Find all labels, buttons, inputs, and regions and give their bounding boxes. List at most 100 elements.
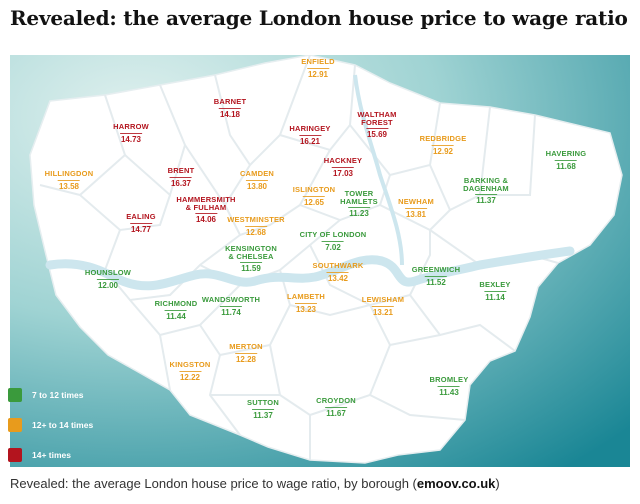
borough-name: HARINGEY [289,124,331,133]
borough-name: WESTMINSTER [227,215,285,224]
value-underline [303,195,325,197]
borough-ratio: 11.44 [166,311,186,321]
value-underline [218,107,241,109]
value-underline [332,166,354,168]
value-underline [195,213,217,214]
value-underline [306,67,329,69]
borough-name: SUTTON [247,398,279,407]
river-lea [353,74,404,266]
borough-name: BRENT [167,166,195,175]
value-underline [327,271,349,273]
borough-ratio: 16.37 [170,178,192,188]
value-underline [484,290,506,292]
caption-close: ) [495,476,500,491]
caption: Revealed: the average London house price… [10,476,500,491]
borough-label: ENFIELD 12.91 [301,58,334,79]
borough-ratio: 11.43 [439,387,459,397]
borough-label: BARKING & DAGENHAM 11.37 [463,177,509,205]
borough-ratio: 13.42 [327,273,349,283]
borough-label: WESTMINSTER 12.68 [227,216,285,237]
borough-ratio: 11.37 [476,196,496,205]
borough-name: HAVERING [545,149,587,158]
borough-label: WANDSWORTH 11.74 [202,296,260,317]
value-underline [120,132,142,134]
legend-swatch-red [8,448,22,462]
legend-label: 12+ to 14 times [32,420,94,430]
borough-name: HAMMERSMITH [176,195,236,204]
borough-name: REDBRIDGE [419,134,467,143]
value-underline [432,144,454,146]
borough-label: KENSINGTON & CHELSEA 11.59 [225,245,277,273]
borough-name: MERTON [229,342,263,351]
river-thames [45,246,575,291]
borough-name: CAMDEN [239,169,275,178]
borough-label: WALTHAM FOREST 15.69 [357,111,396,139]
legend-swatch-orange [8,418,22,432]
borough-label: SOUTHWARK 13.42 [313,262,364,283]
value-underline [299,134,321,136]
borough-ratio: 13.80 [246,181,268,191]
borough-ratio: 17.03 [332,168,354,178]
value-underline [438,385,460,387]
caption-source: emoov.co.uk [416,476,496,491]
borough-label: CROYDON 11.67 [316,397,356,418]
borough-name: BROMLEY [429,375,469,384]
legend-item-green: 7 to 12 times [8,388,84,402]
borough-label: RICHMOND 11.44 [155,300,198,321]
value-underline [325,406,347,408]
value-underline [129,222,152,224]
borough-boundaries [39,55,559,460]
borough-ratio: 14.73 [120,134,142,144]
borough-name: ISLINGTON [292,185,336,194]
borough-name: HOUNSLOW [84,268,132,277]
legend-item-orange: 12+ to 14 times [8,418,93,432]
borough-label: HARROW 14.73 [113,123,149,144]
value-underline [245,225,267,227]
borough-label: NEWHAM 13.81 [398,198,434,219]
borough-label: GREENWICH 11.52 [412,266,460,287]
value-underline [322,240,344,242]
borough-name: CROYDON [316,396,356,405]
borough-name-line2: & FULHAM [185,202,227,212]
value-underline [235,352,257,354]
value-underline [474,194,497,195]
london-outline [29,55,623,464]
borough-ratio: 16.21 [299,136,321,146]
borough-label: SUTTON 11.37 [247,399,279,420]
borough-ratio: 12.28 [235,354,257,364]
borough-ratio: 14.77 [130,224,152,234]
value-underline [246,179,268,181]
value-underline [554,159,577,161]
borough-ratio: 14.18 [219,109,241,119]
legend-item-red: 14+ times [8,448,71,462]
borough-name-line2: & CHELSEA [228,251,274,261]
borough-name: WALTHAM [357,110,397,119]
borough-label: REDBRIDGE 12.92 [420,135,467,156]
borough-ratio: 13.21 [372,307,394,317]
value-underline [365,128,388,129]
borough-ratio: 12.92 [432,146,454,156]
borough-name: HACKNEY [323,156,363,165]
borough-name: KENSINGTON [225,244,277,253]
borough-ratio: 11.14 [485,292,505,302]
borough-label: HILLINGDON 13.58 [45,170,94,191]
value-underline [252,408,274,410]
value-underline [164,309,187,311]
borough-label: HARINGEY 16.21 [289,125,330,146]
borough-label: HAMMERSMITH & FULHAM 14.06 [176,196,235,224]
borough-name: HARROW [113,122,149,131]
borough-name: GREENWICH [411,265,461,274]
value-underline [425,275,447,277]
borough-label: BEXLEY 11.14 [479,281,510,302]
borough-name-line2: HAMLETS [340,196,378,206]
borough-label: BROMLEY 11.43 [430,376,469,397]
caption-text: Revealed: the average London house price… [10,476,417,491]
borough-ratio: 11.67 [326,408,346,418]
value-underline [240,262,262,263]
borough-name: KINGSTON [169,360,211,369]
borough-name: WANDSWORTH [201,295,261,304]
borough-name: HILLINGDON [44,169,94,178]
map-graphic [10,55,630,467]
borough-name: LEWISHAM [361,295,405,304]
borough-label: HOUNSLOW 12.00 [85,269,131,290]
